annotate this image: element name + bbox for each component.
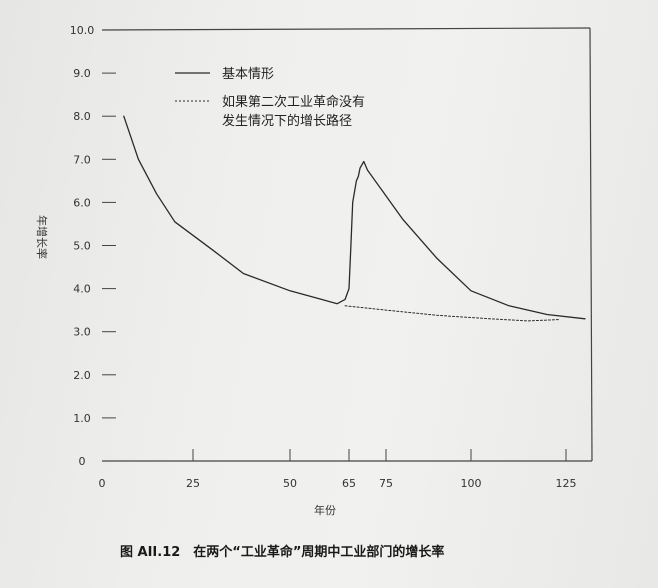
legend-label-counterfactual-line2: 发生情况下的增长路径 bbox=[222, 113, 352, 129]
y-tick-label: 9.0 bbox=[73, 67, 91, 80]
y-tick-label: 2.0 bbox=[73, 369, 91, 382]
y-tick-label: 7.0 bbox=[73, 153, 91, 166]
y-tick-label: 3.0 bbox=[73, 326, 91, 339]
plot-frame-top bbox=[101, 27, 591, 31]
plot-frame-right bbox=[589, 27, 593, 462]
y-tick-label: 4.0 bbox=[73, 283, 91, 296]
x-axis-title: 年份 bbox=[314, 503, 336, 517]
x-tick-label: 65 bbox=[342, 477, 356, 490]
x-tick-label: 125 bbox=[556, 477, 577, 490]
x-tick-label: 25 bbox=[186, 477, 200, 490]
x-tick-label: 75 bbox=[379, 477, 393, 490]
legend-label-counterfactual-line1: 如果第二次工业革命没有 bbox=[222, 94, 365, 110]
y-tick-label: 6.0 bbox=[73, 196, 91, 209]
series-line-base-case bbox=[123, 115, 586, 320]
y-tick-label: 10.0 bbox=[70, 24, 95, 37]
y-tick-label: 5.0 bbox=[73, 240, 91, 253]
y-tick-label: 1.0 bbox=[73, 412, 91, 425]
x-tick-label: 0 bbox=[99, 477, 106, 490]
series-line-counterfactual bbox=[344, 305, 559, 322]
y-axis-title: 年增长率 bbox=[35, 215, 49, 259]
legend-label-base-case: 基本情形 bbox=[222, 67, 274, 82]
x-tick-label: 50 bbox=[283, 477, 297, 490]
figure-caption: 图 AII.12 在两个“工业革命”周期中工业部门的增长率 bbox=[120, 544, 444, 560]
x-tick-label: 100 bbox=[461, 477, 482, 490]
y-tick-label: 8.0 bbox=[73, 110, 91, 123]
y-tick-label: 0 bbox=[79, 455, 86, 468]
